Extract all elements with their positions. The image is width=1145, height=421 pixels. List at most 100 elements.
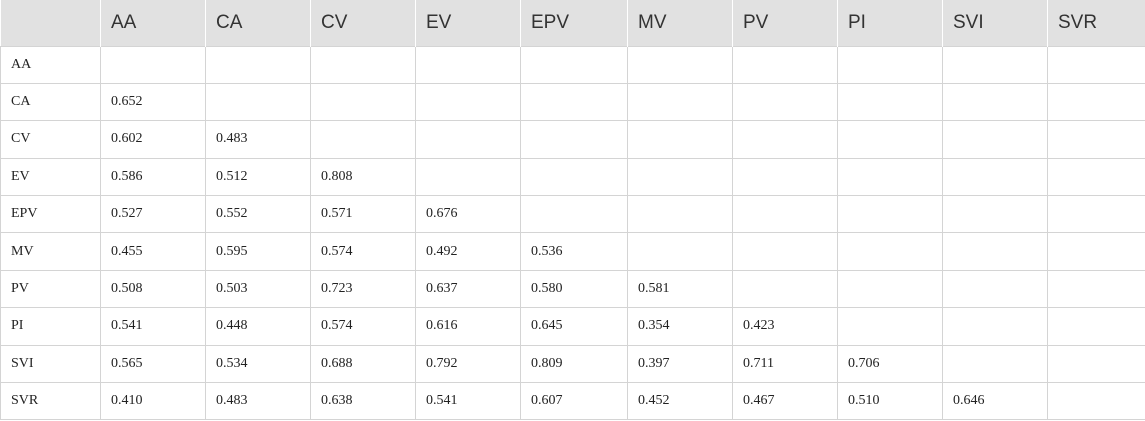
table-cell [627,157,733,197]
table-cell [732,120,838,159]
table-cell: 0.534 [205,344,311,384]
table-cell: 0.645 [520,307,628,346]
header-cell-pi: PI [837,0,943,46]
table-cell [310,82,416,122]
table-cell: 0.586 [100,157,206,197]
table-cell [627,195,733,234]
table-cell: 0.565 [100,344,206,384]
table-cell [1047,382,1145,421]
table-cell [942,344,1048,384]
table-cell [942,120,1048,159]
table-cell [627,45,733,84]
table-cell: 0.602 [100,120,206,159]
table-cell [942,157,1048,197]
row-label: MV [0,232,101,271]
row-label: CA [0,82,101,122]
table-cell [837,269,943,309]
table-cell [942,195,1048,234]
table-cell: 0.808 [310,157,416,197]
table-cell [1047,344,1145,384]
table-cell: 0.792 [415,344,521,384]
row-label: EPV [0,195,101,234]
table-cell [205,82,311,122]
header-cell-mv: MV [627,0,733,46]
table-row: CV 0.602 0.483 [0,120,1145,159]
header-cell-ca: CA [205,0,311,46]
table-cell [732,82,838,122]
table-cell: 0.552 [205,195,311,234]
header-cell-corner [1,0,101,46]
row-label: SVR [0,382,101,421]
table-cell: 0.397 [627,344,733,384]
table-cell [1047,157,1145,197]
table-cell [1047,232,1145,271]
table-cell: 0.571 [310,195,416,234]
table-cell [415,82,521,122]
row-label: PV [0,269,101,309]
row-label: EV [0,157,101,197]
table-cell [732,45,838,84]
table-cell: 0.574 [310,307,416,346]
table-cell: 0.652 [100,82,206,122]
table-cell: 0.723 [310,269,416,309]
table-row: EPV 0.527 0.552 0.571 0.676 [0,195,1145,234]
table-cell [627,120,733,159]
table-cell: 0.616 [415,307,521,346]
table-cell [627,82,733,122]
table-cell: 0.510 [837,382,943,421]
table-cell [837,307,943,346]
table-cell: 0.595 [205,232,311,271]
table-cell: 0.607 [520,382,628,421]
table-cell: 0.637 [415,269,521,309]
table-cell [837,195,943,234]
table-cell [520,45,628,84]
table-cell [415,120,521,159]
table-cell [837,157,943,197]
table-row: PV 0.508 0.503 0.723 0.637 0.580 0.581 [0,269,1145,309]
table-cell [1047,45,1145,84]
table-cell [1047,269,1145,309]
table-cell [520,157,628,197]
table-cell [942,307,1048,346]
table-cell: 0.527 [100,195,206,234]
table-cell [310,45,416,84]
table-row: EV 0.586 0.512 0.808 [0,157,1145,197]
table-cell [100,45,206,84]
table-cell: 0.354 [627,307,733,346]
header-cell-svr: SVR [1047,0,1145,46]
table-cell: 0.646 [942,382,1048,421]
table-row: CA 0.652 [0,82,1145,122]
table-row: SVR 0.410 0.483 0.638 0.541 0.607 0.452 0.467 0.… [0,382,1145,421]
table-cell [942,45,1048,84]
table-cell: 0.452 [627,382,733,421]
table-body: AA CA 0.652 CV 0.602 0.483 EV 0.586 0.512 0.808 EP… [0,45,1145,421]
table-cell [205,45,311,84]
table-cell [1047,120,1145,159]
table-cell: 0.581 [627,269,733,309]
header-cell-epv: EPV [520,0,628,46]
table-row: PI 0.541 0.448 0.574 0.616 0.645 0.354 0.423 [0,307,1145,346]
table-row: MV 0.455 0.595 0.574 0.492 0.536 [0,232,1145,271]
table-cell [732,195,838,234]
table-cell: 0.508 [100,269,206,309]
table-cell: 0.467 [732,382,838,421]
table-cell [310,120,416,159]
table-cell: 0.706 [837,344,943,384]
row-label: PI [0,307,101,346]
table-cell [415,45,521,84]
table-cell: 0.676 [415,195,521,234]
table-cell: 0.574 [310,232,416,271]
table-header: AA CA CV EV EPV MV PV PI SVI SVR [0,0,1145,46]
table-cell [837,232,943,271]
table-cell [837,82,943,122]
table-cell [1047,195,1145,234]
table-row: SVI 0.565 0.534 0.688 0.792 0.809 0.397 0.711 0.… [0,344,1145,384]
table-cell: 0.541 [100,307,206,346]
table-cell: 0.423 [732,307,838,346]
table-cell: 0.536 [520,232,628,271]
table-cell [520,120,628,159]
table-cell: 0.809 [520,344,628,384]
table-cell [1047,82,1145,122]
table-cell: 0.483 [205,120,311,159]
